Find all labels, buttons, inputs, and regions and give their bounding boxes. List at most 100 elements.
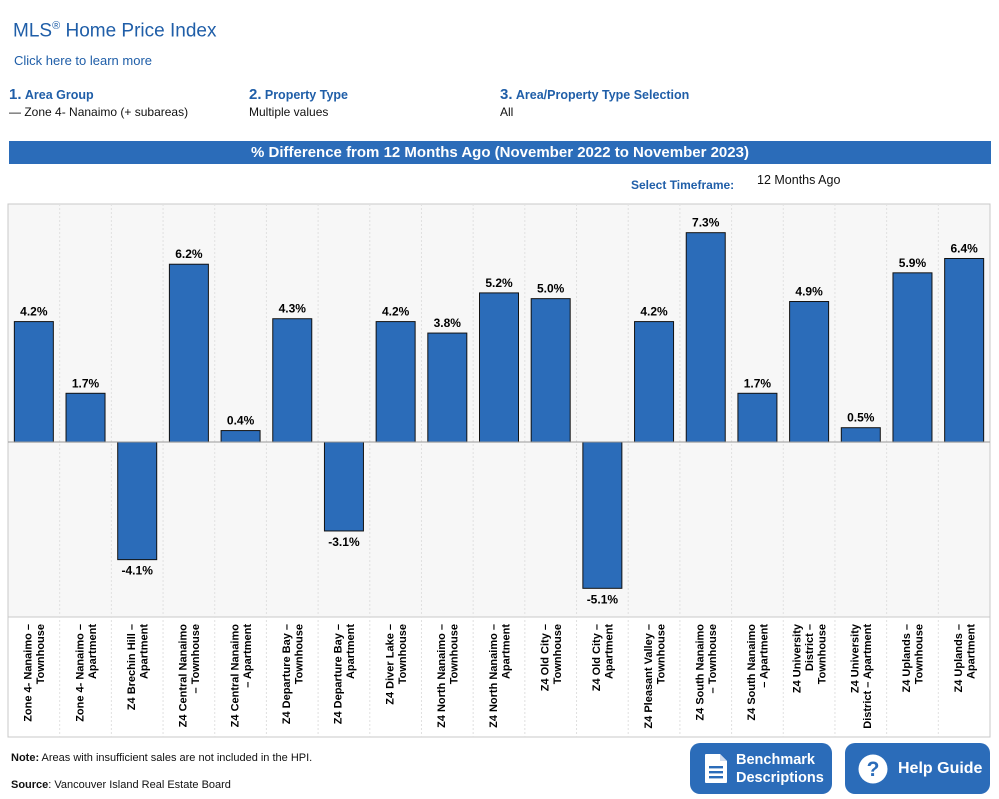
- category-label-line: Townhouse: [397, 624, 409, 684]
- bar[interactable]: [840, 427, 881, 443]
- category-label-line: District –: [804, 624, 816, 671]
- bar[interactable]: [427, 332, 468, 443]
- bar-value-label: 4.2%: [640, 305, 668, 319]
- bar[interactable]: [13, 321, 54, 443]
- question-circle-icon: ?: [858, 754, 888, 783]
- category-label-line: Townhouse: [655, 624, 667, 684]
- bar[interactable]: [789, 301, 830, 443]
- bar-value-label: 5.9%: [899, 256, 927, 270]
- bar[interactable]: [737, 392, 778, 443]
- category-label: Z4 North Nanaimo – Apartment: [488, 624, 513, 728]
- category-label: Z4 Uplands – Townhouse: [901, 624, 926, 692]
- category-label-line: – Townhouse: [190, 624, 202, 693]
- bar-value-label: 5.2%: [485, 276, 513, 290]
- category-label-line: Apartment: [965, 624, 977, 679]
- category-label-line: Zone 4- Nanaimo –: [23, 624, 35, 722]
- filter-property-type[interactable]: 2. Property Type Multiple values: [249, 86, 348, 119]
- category-label-line: Townhouse: [35, 624, 47, 684]
- category-label: Z4 Central Nanaimo – Townhouse: [178, 624, 203, 728]
- bar-value-label: 3.8%: [434, 316, 462, 330]
- bar[interactable]: [220, 430, 261, 443]
- bar-value-label: 0.4%: [227, 414, 255, 428]
- category-label-line: Apartment: [87, 624, 99, 679]
- bar-value-label: 7.3%: [692, 216, 720, 230]
- bar[interactable]: [65, 392, 106, 443]
- category-label-line: Zone 4- Nanaimo –: [74, 624, 86, 722]
- bar-value-label: 1.7%: [744, 376, 772, 390]
- category-label: Zone 4- Nanaimo – Apartment: [74, 624, 99, 722]
- learn-more-link[interactable]: Click here to learn more: [14, 53, 152, 68]
- filter-area-property-selection-value[interactable]: All: [500, 105, 514, 119]
- category-label-line: Z4 University: [792, 623, 804, 693]
- category-label-line: Z4 Central Nanaimo: [178, 624, 190, 728]
- bar[interactable]: [685, 232, 726, 443]
- help-guide-button[interactable]: ? Help Guide: [845, 743, 990, 794]
- category-label-line: Townhouse: [817, 624, 829, 684]
- bar[interactable]: [375, 321, 416, 443]
- category-label: Zone 4- Nanaimo – Townhouse: [23, 624, 48, 722]
- category-label-line: Townhouse: [914, 624, 926, 684]
- category-label: Z4 Central Nanaimo – Apartment: [229, 624, 254, 728]
- category-label: Z4 Departure Bay – Townhouse: [281, 624, 306, 724]
- document-icon: [705, 754, 727, 783]
- bar-value-label: -4.1%: [122, 564, 154, 578]
- category-label-line: Z4 Old City –: [591, 624, 603, 691]
- bar[interactable]: [634, 321, 675, 443]
- category-label-line: Z4 South Nanaimo: [746, 624, 758, 721]
- category-label-line: Apartment: [500, 624, 512, 679]
- bar-value-label: 5.0%: [537, 282, 565, 296]
- bar[interactable]: [944, 257, 985, 443]
- bar-value-label: 6.2%: [175, 247, 203, 261]
- category-label: Z4 Pleasant Valley – Townhouse: [643, 624, 668, 729]
- chart-title-banner: % Difference from 12 Months Ago (Novembe…: [9, 141, 991, 164]
- bar[interactable]: [323, 441, 364, 532]
- bar-value-label: 4.3%: [279, 302, 307, 316]
- category-label: Z4 South Nanaimo – Apartment: [746, 624, 771, 721]
- category-label: Z4 Uplands – Apartment: [953, 624, 978, 693]
- svg-text:?: ?: [867, 758, 880, 781]
- bar[interactable]: [168, 263, 209, 443]
- category-label: Z4 Departure Bay – Apartment: [333, 624, 358, 725]
- bar[interactable]: [892, 272, 933, 443]
- category-label-line: Z4 Uplands –: [901, 624, 913, 692]
- category-label-line: Z4 North Nanaimo –: [488, 624, 500, 728]
- category-label-line: Z4 North Nanaimo –: [436, 624, 448, 728]
- bar-value-label: 4.2%: [20, 305, 48, 319]
- page-title: MLS® Home Price Index: [13, 20, 217, 42]
- category-label-line: Z4 Diver Lake –: [384, 624, 396, 705]
- bar-value-label: 6.4%: [950, 241, 978, 255]
- bar[interactable]: [117, 441, 158, 561]
- bar[interactable]: [530, 298, 571, 443]
- category-axis-area: [7, 616, 991, 738]
- timeframe-label: Select Timeframe:: [631, 178, 735, 192]
- category-label: Z4 Old City – Apartment: [591, 624, 616, 692]
- category-label-line: Z4 Departure Bay –: [333, 624, 345, 724]
- category-label-line: Z4 Uplands –: [953, 624, 965, 692]
- filter-property-type-value[interactable]: Multiple values: [249, 105, 329, 119]
- filter-area-group-value[interactable]: — Zone 4- Nanaimo (+ subareas): [9, 105, 189, 119]
- bar-value-label: 4.9%: [795, 285, 823, 299]
- category-label-line: Z4 Old City –: [539, 624, 551, 691]
- filter-area-group[interactable]: 1. Area Group — Zone 4- Nanaimo (+ subar…: [9, 86, 189, 119]
- category-label-line: – Townhouse: [707, 624, 719, 693]
- category-label-line: Apartment: [138, 624, 150, 679]
- category-label: Z4 University District – Apartment: [850, 623, 875, 729]
- bar[interactable]: [479, 292, 519, 443]
- bar-value-label: -3.1%: [328, 535, 360, 549]
- category-label-line: Z4 Brechin Hill –: [126, 624, 138, 710]
- benchmark-descriptions-button[interactable]: Benchmark Descriptions: [690, 743, 832, 794]
- category-label-line: – Apartment: [759, 624, 771, 688]
- category-label-line: Townhouse: [449, 624, 461, 684]
- bar[interactable]: [582, 441, 623, 589]
- filter-area-property-selection[interactable]: 3. Area/Property Type Selection All: [500, 86, 690, 119]
- category-label-line: Z4 South Nanaimo: [694, 624, 706, 721]
- footer-note: Note: Areas with insufficient sales are …: [11, 752, 313, 764]
- category-label-line: District – Apartment: [862, 624, 874, 729]
- category-label-line: Z4 Departure Bay –: [281, 624, 293, 724]
- category-label-line: Apartment: [345, 624, 357, 679]
- category-label-line: Apartment: [604, 624, 616, 679]
- bar[interactable]: [272, 318, 313, 443]
- timeframe-selector[interactable]: 12 Months Ago: [757, 173, 841, 187]
- category-label: Z4 University District – Townhouse: [792, 623, 829, 693]
